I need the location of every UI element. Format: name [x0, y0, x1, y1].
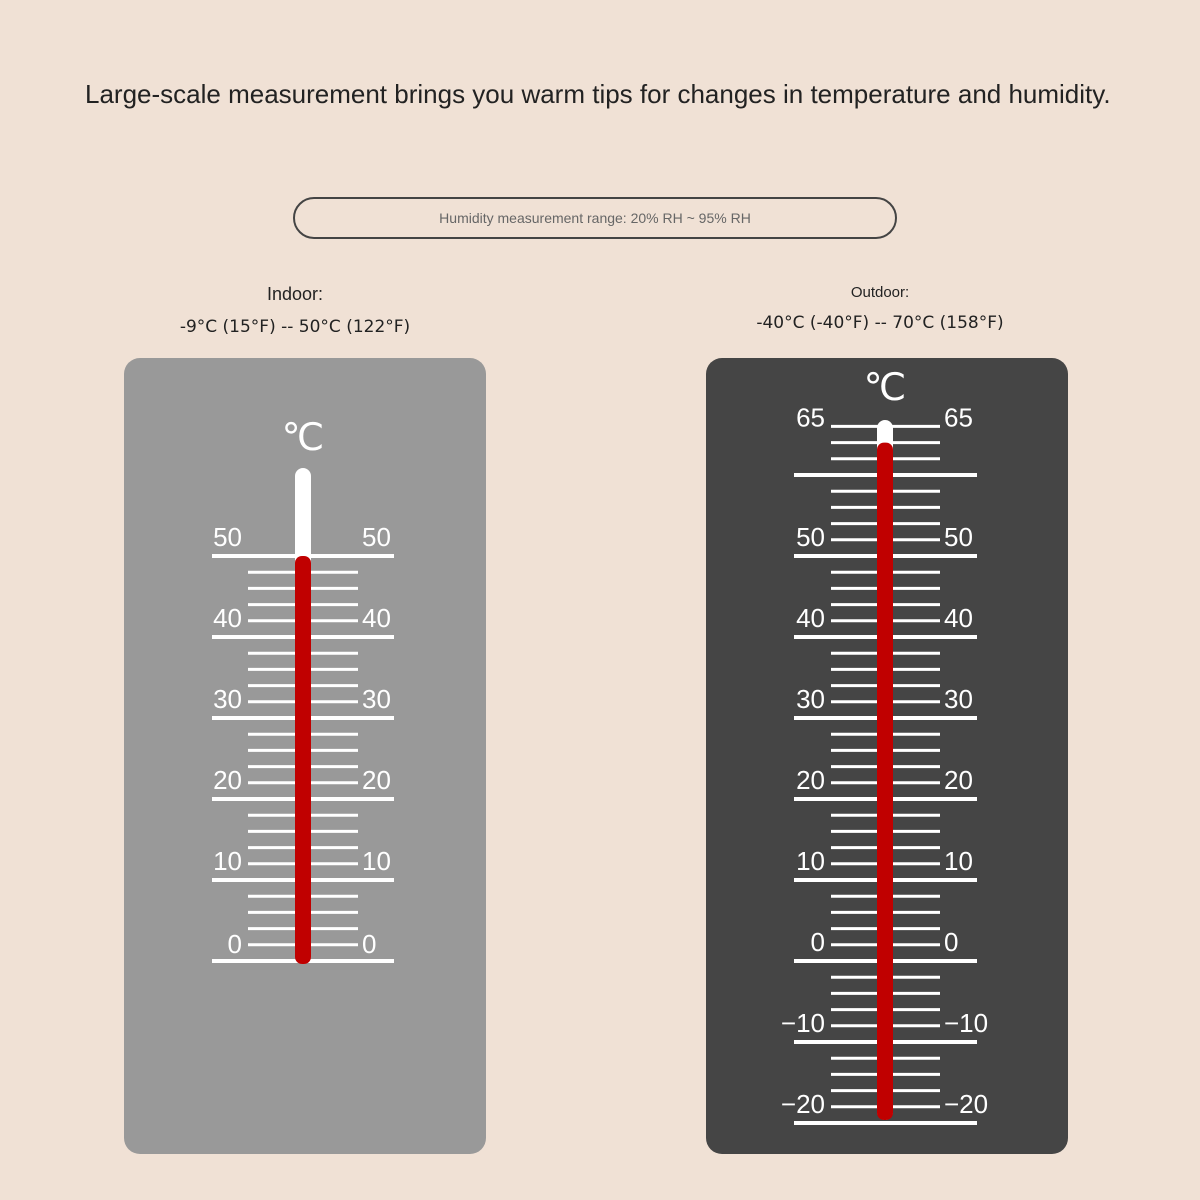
mercury-column: [877, 442, 893, 1121]
indoor-title: Indoor:: [266, 284, 324, 304]
indoor-range: -9°C (15°F) -- 50°C (122°F): [179, 317, 411, 337]
scale-label: 10: [213, 846, 242, 876]
humidity-range-badge: Humidity measurement range: 20% RH ~ 95%…: [293, 197, 897, 239]
scale-label: 30: [362, 684, 391, 714]
scale-label: 30: [213, 684, 242, 714]
scale-label: 40: [362, 603, 391, 633]
scale-label: 20: [944, 765, 973, 795]
scale-label: 0: [811, 927, 825, 957]
scale-label: 20: [362, 765, 391, 795]
scale-label: 40: [796, 603, 825, 633]
outdoor-range: -40°C (-40°F) -- 70°C (158°F): [756, 313, 1004, 333]
scale-label: 10: [362, 846, 391, 876]
scale-label: 20: [796, 765, 825, 795]
scale-label: 50: [213, 522, 242, 552]
headline: Large-scale measurement brings you warm …: [85, 79, 1111, 109]
scale-label: 0: [362, 929, 376, 959]
celsius-unit: ℃: [282, 415, 325, 459]
outdoor-title: Outdoor:: [850, 284, 910, 301]
scale-label: 10: [944, 846, 973, 876]
indoor-thermometer: 50 50 40 40 30 30 20 20 10 10 0 0 ℃: [124, 358, 486, 1154]
scale-label: 30: [796, 684, 825, 714]
indoor-caption: Indoor: -9°C (15°F) -- 50°C (122°F): [150, 284, 440, 337]
scale-label: 65: [796, 403, 825, 433]
scale-label: 50: [944, 522, 973, 552]
celsius-unit: ℃: [864, 365, 907, 409]
scale-label: 10: [796, 846, 825, 876]
scale-label: −20: [944, 1089, 988, 1119]
scale-label: 65: [944, 403, 973, 433]
scale-label: 50: [796, 522, 825, 552]
outdoor-caption: Outdoor: -40°C (-40°F) -- 70°C (158°F): [720, 284, 1040, 333]
scale-label: 20: [213, 765, 242, 795]
scale-label: 40: [213, 603, 242, 633]
mercury-column: [295, 556, 311, 964]
scale-label: 40: [944, 603, 973, 633]
scale-label: −10: [944, 1008, 988, 1038]
outdoor-scale: 65 65 50 50 40 40 30 30 20 20 10 10 0 0 −10 −10 −20 −20 ℃: [781, 365, 988, 1125]
scale-label: 50: [362, 522, 391, 552]
outdoor-thermometer: 65 65 50 50 40 40 30 30 20 20 10 10 0 0 −10 −10 −20 −20 ℃: [706, 358, 1068, 1154]
scale-label: −20: [781, 1089, 825, 1119]
scale-label: 0: [228, 929, 242, 959]
scale-label: −10: [781, 1008, 825, 1038]
scale-label: 30: [944, 684, 973, 714]
humidity-range-text: Humidity measurement range: 20% RH ~ 95%…: [439, 210, 751, 226]
indoor-scale: 50 50 40 40 30 30 20 20 10 10 0 0 ℃: [212, 415, 394, 964]
scale-label: 0: [944, 927, 958, 957]
